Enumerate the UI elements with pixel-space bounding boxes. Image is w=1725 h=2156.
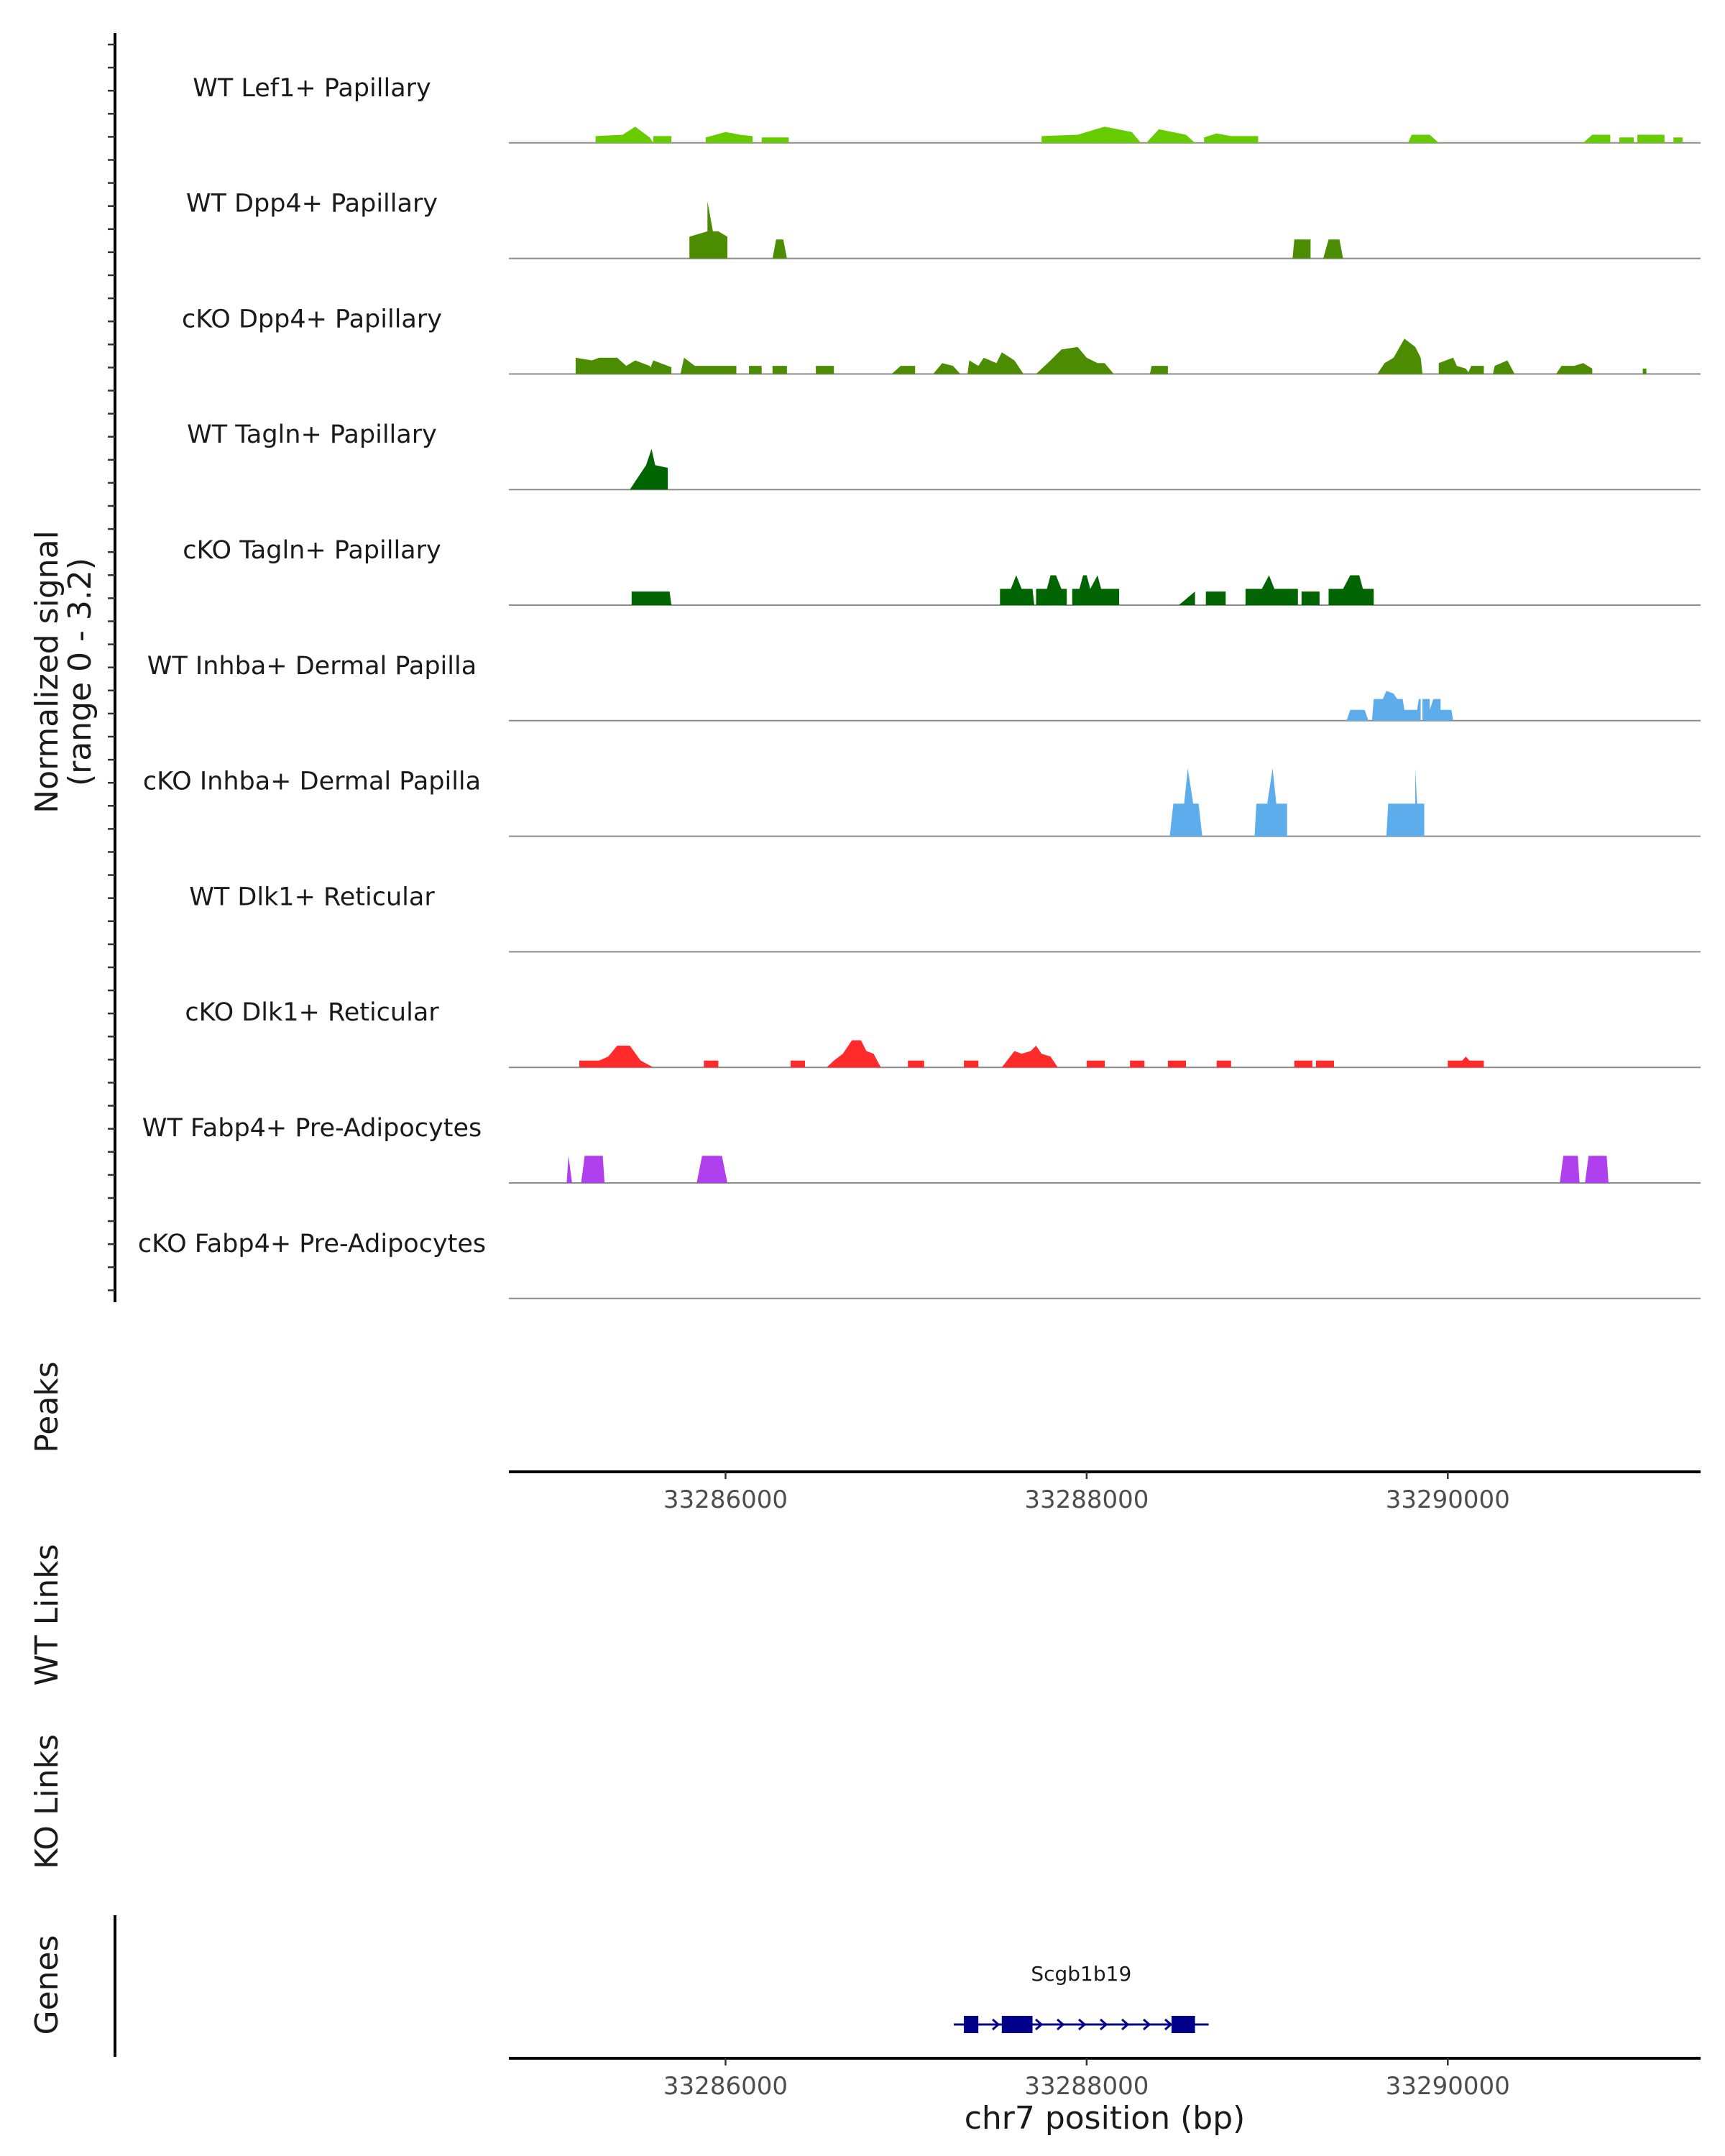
x-tick-label: 33288000 xyxy=(1024,2072,1149,2101)
track-signal-area xyxy=(1169,768,1425,837)
signal-y-axis-ticks xyxy=(108,43,115,1291)
track-label: WT Inhba+ Dermal Papilla xyxy=(147,652,477,681)
track-label: cKO Tagln+ Papillary xyxy=(183,536,441,565)
track-6: cKO Inhba+ Dermal Papilla xyxy=(143,768,1701,837)
x-axis-title: chr7 position (bp) xyxy=(965,2100,1246,2137)
strand-arrow xyxy=(992,2018,1000,2031)
track-label: WT Tagln+ Papillary xyxy=(187,420,437,449)
strand-arrow xyxy=(1035,2018,1044,2031)
track-label: WT Fabp4+ Pre-Adipocytes xyxy=(142,1114,482,1143)
track-label: WT Dlk1+ Reticular xyxy=(189,883,435,911)
strand-arrow xyxy=(1057,2018,1065,2031)
signal-ylabel-range: (range 0 - 3.2) xyxy=(62,558,98,786)
track-label: cKO Dlk1+ Reticular xyxy=(185,998,439,1027)
track-0: WT Lef1+ Papillary xyxy=(193,74,1701,144)
track-label: cKO Fabp4+ Pre-Adipocytes xyxy=(138,1230,486,1258)
track-label: WT Dpp4+ Papillary xyxy=(186,190,438,218)
track-10: cKO Fabp4+ Pre-Adipocytes xyxy=(138,1230,1701,1299)
x-tick-label: 33286000 xyxy=(663,1485,788,1514)
track-label: WT Lef1+ Papillary xyxy=(193,74,431,103)
strand-arrow xyxy=(1078,2018,1087,2031)
track-7: WT Dlk1+ Reticular xyxy=(189,883,1701,953)
track-signal-area xyxy=(575,338,1647,374)
track-signal-area xyxy=(579,1040,1484,1068)
x-tick-label: 33286000 xyxy=(663,2072,788,2101)
track-signal-area xyxy=(631,575,1374,605)
genes-x-axis: 33286000 33288000 33290000 xyxy=(663,2058,1510,2101)
track-8: cKO Dlk1+ Reticular xyxy=(185,998,1701,1069)
track-signal-area xyxy=(595,126,1683,143)
track-signal-area xyxy=(630,448,668,490)
track-label: cKO Dpp4+ Papillary xyxy=(182,305,442,333)
track-1: WT Dpp4+ Papillary xyxy=(186,190,1701,259)
gene-exon xyxy=(1171,2016,1195,2033)
strand-arrow xyxy=(1143,2018,1151,2031)
genes-label: Genes xyxy=(29,1935,65,2035)
track-label: cKO Inhba+ Dermal Papilla xyxy=(143,768,481,796)
gene-name-label: Scgb1b19 xyxy=(1031,1962,1131,1986)
peaks-x-axis: 33286000 33288000 33290000 xyxy=(663,1472,1510,1514)
track-4: cKO Tagln+ Papillary xyxy=(183,536,1701,606)
track-2: cKO Dpp4+ Papillary xyxy=(182,305,1701,375)
wt-links-label: WT Links xyxy=(29,1544,65,1685)
track-9: WT Fabp4+ Pre-Adipocytes xyxy=(142,1114,1701,1184)
x-tick-label: 33290000 xyxy=(1386,2072,1510,2101)
x-tick-label: 33288000 xyxy=(1024,1485,1149,1514)
strand-arrow xyxy=(1121,2018,1130,2031)
track-signal-area xyxy=(566,1156,1609,1183)
peaks-label: Peaks xyxy=(29,1361,65,1452)
ko-links-label: KO Links xyxy=(29,1734,65,1869)
strand-arrow xyxy=(1100,2018,1108,2031)
signal-tracks: WT Lef1+ Papillary WT Dpp4+ Papillary cKO … xyxy=(138,74,1701,1299)
track-5: WT Inhba+ Dermal Papilla xyxy=(147,652,1701,722)
track-signal-area xyxy=(1346,691,1453,721)
gene-exon xyxy=(964,2016,979,2033)
track-3: WT Tagln+ Papillary xyxy=(187,420,1701,491)
strand-arrow xyxy=(1164,2018,1173,2031)
gene-exon xyxy=(1001,2016,1033,2033)
signal-ylabel: Normalized signal xyxy=(29,530,65,814)
track-signal-area xyxy=(689,201,1343,259)
x-tick-label: 33290000 xyxy=(1386,1485,1510,1514)
gene-model xyxy=(954,2016,1209,2033)
